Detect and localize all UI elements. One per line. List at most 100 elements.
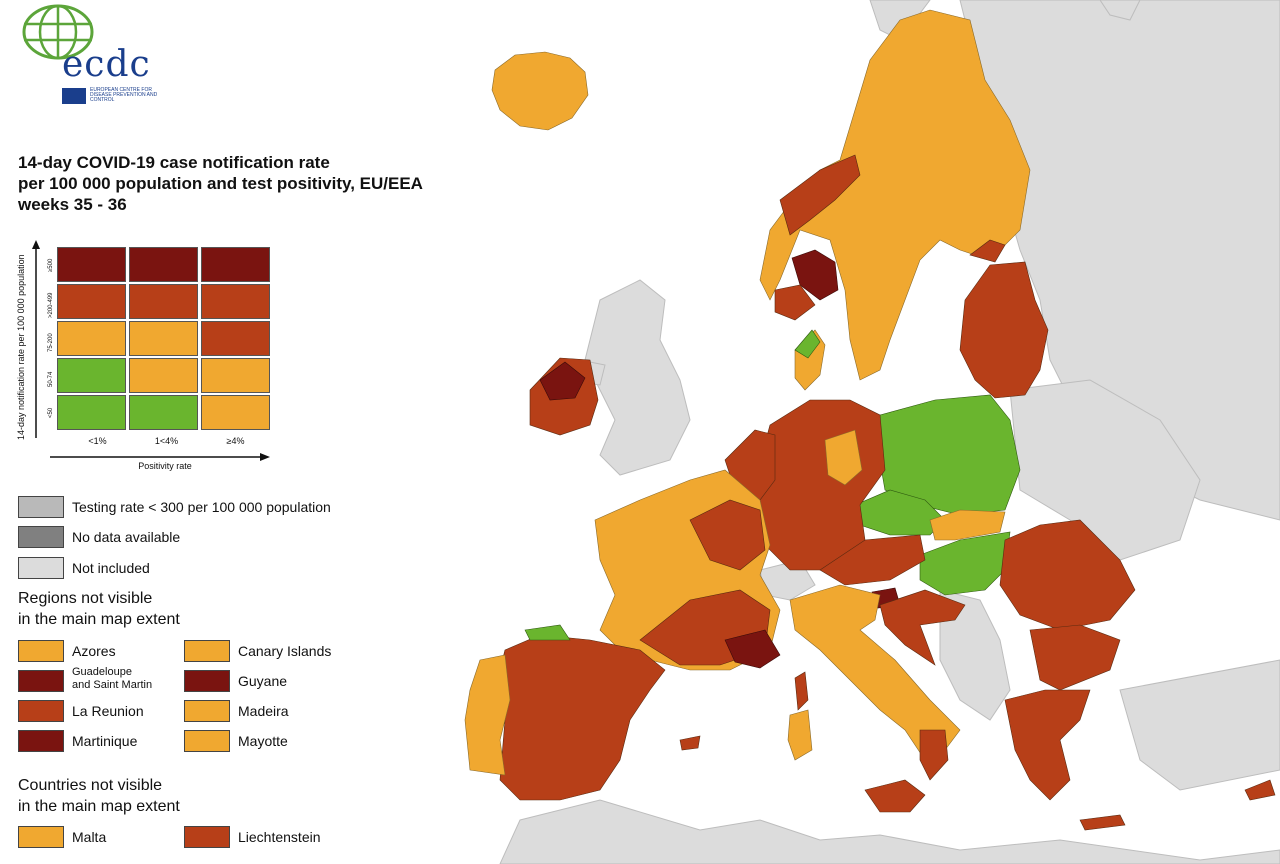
countries-heading-line-2: in the main map extent <box>18 798 180 815</box>
testing-rate-label: Testing rate < 300 per 100 000 populatio… <box>72 499 331 515</box>
y-tick-2: 75-200 <box>48 333 54 352</box>
legend-swatch <box>184 826 230 848</box>
legend-label: Canary Islands <box>238 643 332 659</box>
legend-label: Mayotte <box>238 733 288 749</box>
x-axis-title: Positivity rate <box>138 461 192 471</box>
regions-heading: Regions not visible in the main map exte… <box>18 588 180 630</box>
matrix-cell <box>129 358 198 393</box>
matrix-cell <box>201 284 270 319</box>
hungary <box>919 531 1011 596</box>
legend-label: La Reunion <box>72 703 144 719</box>
matrix-cell <box>201 321 270 356</box>
not-included-swatch <box>18 557 64 579</box>
legend-label: Malta <box>72 829 107 845</box>
uk-land <box>584 279 691 476</box>
legend-label: Guadeloupe and Saint Martin <box>72 666 153 691</box>
title-line-1: 14-day COVID-19 case notification rate <box>18 153 330 172</box>
balearics <box>679 735 701 751</box>
regions-heading-line-1: Regions not visible <box>18 590 153 607</box>
legend-swatch <box>184 640 230 662</box>
matrix-cell <box>129 395 198 430</box>
crete <box>1079 814 1126 831</box>
ireland-west <box>539 361 586 401</box>
matrix-cell <box>129 284 198 319</box>
no-data-swatch <box>18 526 64 548</box>
ecdc-wordmark: ecdc <box>62 44 151 85</box>
bulgaria <box>1029 624 1121 691</box>
eu-flag-icon <box>62 88 86 104</box>
legend-swatch <box>18 700 64 722</box>
regions-heading-line-2: in the main map extent <box>18 611 180 628</box>
spain <box>494 634 666 801</box>
matrix-cell <box>201 247 270 282</box>
legend-swatch <box>18 670 64 692</box>
globe-icon <box>22 4 94 60</box>
matrix-cell <box>57 358 126 393</box>
balkans-land <box>939 589 1011 721</box>
not-included-label: Not included <box>72 560 150 576</box>
x-axis-arrow <box>50 453 270 461</box>
legend-swatch <box>184 670 230 692</box>
turkey-land <box>1119 659 1280 791</box>
legend-label: Martinique <box>72 733 138 749</box>
matrix-cell <box>201 358 270 393</box>
portugal <box>464 654 511 776</box>
legend-label: Azores <box>72 643 116 659</box>
greece <box>1004 689 1091 801</box>
x-tick-0: <1% <box>88 436 107 446</box>
romania <box>999 519 1136 631</box>
title-line-3: weeks 35 - 36 <box>18 195 127 214</box>
legend-swatch <box>184 700 230 722</box>
matrix-cell <box>57 284 126 319</box>
germany-east-orange <box>824 429 863 486</box>
no-data-label: No data available <box>72 529 181 545</box>
legend-swatch <box>18 640 64 662</box>
legend-swatch <box>184 730 230 752</box>
ecdc-logo: ecdc EUROPEAN CENTRE FOR DISEASE PREVENT… <box>18 4 157 104</box>
calabria <box>919 729 949 781</box>
denmark-north <box>794 329 821 359</box>
africa-land <box>499 799 1280 864</box>
matrix-cell <box>129 321 198 356</box>
title-line-2: per 100 000 population and test positivi… <box>18 174 423 193</box>
norway-west <box>779 154 861 236</box>
y-tick-4: <50 <box>48 407 54 418</box>
iceland <box>491 51 589 131</box>
poland <box>877 394 1021 516</box>
y-axis-arrow <box>32 240 40 438</box>
croatia <box>879 589 966 666</box>
matrix-cell <box>57 395 126 430</box>
legend-label: Guyane <box>238 673 288 689</box>
testing-rate-swatch <box>18 496 64 518</box>
slovakia <box>929 509 1006 541</box>
provence <box>724 629 781 669</box>
corsica <box>794 671 809 711</box>
non-included-lands <box>499 0 1280 864</box>
y-tick-1: >200-499 <box>48 292 54 318</box>
legend-label: Liechtenstein <box>238 829 321 845</box>
legend-label: Madeira <box>238 703 289 719</box>
legend-swatch <box>18 730 64 752</box>
y-axis-title: 14-day notification rate per 100 000 pop… <box>16 254 26 440</box>
sardinia <box>787 709 813 761</box>
sicily <box>864 779 926 813</box>
austria <box>819 534 926 586</box>
ecdc-subtitle: EUROPEAN CENTRE FOR DISEASE PREVENTION A… <box>90 87 158 103</box>
belarus-ukraine-land <box>1009 379 1201 561</box>
legend-swatch <box>18 826 64 848</box>
y-tick-3: 50-74 <box>48 371 54 387</box>
countries-heading: Countries not visible in the main map ex… <box>18 775 180 817</box>
finland-se <box>969 239 1006 263</box>
countries-heading-line-1: Countries not visible <box>18 777 163 794</box>
matrix-cell <box>57 321 126 356</box>
spain-north-green <box>524 624 571 641</box>
france-east-red <box>689 499 766 571</box>
matrix-cell <box>57 247 126 282</box>
baltics <box>959 261 1049 399</box>
scandinavia <box>759 9 1031 381</box>
y-tick-0: ≥500 <box>48 258 54 272</box>
x-tick-2: ≥4% <box>226 436 245 446</box>
italy <box>789 584 961 761</box>
matrix-cell <box>129 247 198 282</box>
